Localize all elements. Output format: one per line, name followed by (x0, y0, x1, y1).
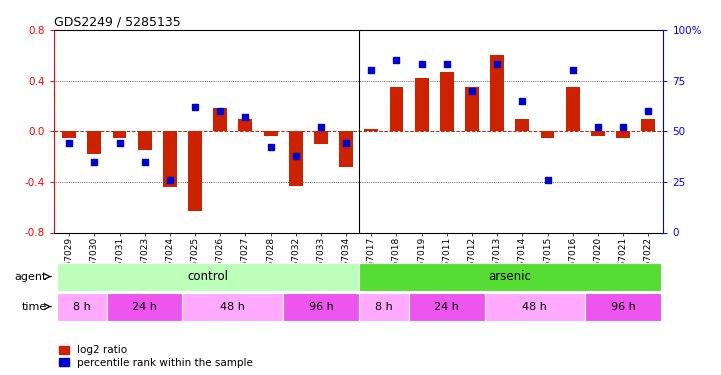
Point (441, 62, 453, 68)
Text: time: time (22, 302, 47, 312)
Bar (616, 131, 630, 138)
Bar (566, 87, 580, 131)
Text: 48 h: 48 h (523, 302, 547, 312)
Bar (56, 292, 107, 321)
Bar (339, 131, 353, 166)
Bar (213, 108, 227, 131)
Bar (490, 56, 504, 131)
Bar (289, 131, 303, 186)
Bar (485, 292, 585, 321)
Point (63, 140, 75, 146)
Bar (415, 78, 428, 131)
Point (617, 124, 629, 130)
Bar (56, 262, 358, 291)
Bar (409, 292, 485, 321)
Text: 96 h: 96 h (309, 302, 333, 312)
Bar (163, 131, 177, 187)
Point (391, 57, 402, 63)
Text: 24 h: 24 h (434, 302, 459, 312)
Point (114, 140, 125, 146)
Text: GDS2249 / 5285135: GDS2249 / 5285135 (54, 16, 181, 29)
Text: arsenic: arsenic (488, 270, 531, 283)
Point (164, 177, 176, 183)
Bar (465, 87, 479, 131)
Text: agent: agent (14, 272, 47, 282)
Point (416, 62, 428, 68)
Legend: log2 ratio, percentile rank within the sample: log2 ratio, percentile rank within the s… (59, 345, 253, 368)
Point (139, 159, 151, 165)
Point (366, 68, 377, 74)
Point (340, 140, 352, 146)
Point (541, 177, 553, 183)
Point (492, 62, 503, 68)
Text: 8 h: 8 h (375, 302, 393, 312)
Bar (585, 292, 661, 321)
Point (315, 124, 327, 130)
Point (290, 153, 301, 159)
Bar (389, 87, 403, 131)
Bar (541, 131, 554, 138)
Point (567, 68, 578, 74)
Text: 48 h: 48 h (221, 302, 245, 312)
Point (516, 98, 528, 104)
Point (592, 124, 603, 130)
Text: 8 h: 8 h (73, 302, 91, 312)
Text: 24 h: 24 h (132, 302, 157, 312)
Bar (188, 131, 202, 211)
Point (466, 88, 478, 94)
Bar (591, 131, 605, 136)
Bar (107, 292, 182, 321)
Text: control: control (187, 270, 228, 283)
Bar (264, 131, 278, 136)
Point (214, 108, 226, 114)
Point (89, 159, 100, 165)
Text: 96 h: 96 h (611, 302, 635, 312)
Point (642, 108, 654, 114)
Bar (87, 131, 101, 154)
Bar (62, 131, 76, 138)
Bar (283, 292, 358, 321)
Point (265, 144, 276, 150)
Point (239, 114, 251, 120)
Bar (138, 131, 151, 150)
Bar (182, 292, 283, 321)
Bar (358, 262, 661, 291)
Bar (364, 129, 379, 131)
Bar (239, 118, 252, 131)
Bar (641, 118, 655, 131)
Point (190, 104, 201, 110)
Bar (516, 118, 529, 131)
Bar (314, 131, 328, 144)
Bar (358, 292, 409, 321)
Bar (440, 72, 454, 131)
Bar (112, 131, 126, 138)
